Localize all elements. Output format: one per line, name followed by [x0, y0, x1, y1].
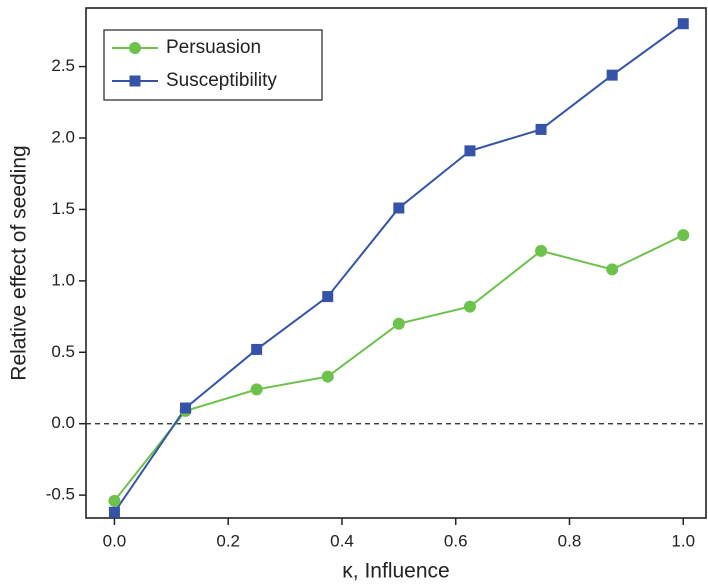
y-tick-label: 1.0 — [51, 270, 75, 289]
y-tick-label: 2.5 — [51, 56, 75, 75]
data-point — [677, 229, 690, 242]
y-tick-label: 1.5 — [51, 199, 75, 218]
data-point — [108, 506, 120, 518]
y-tick-label: -0.5 — [46, 485, 75, 504]
data-point — [108, 494, 121, 507]
legend-label: Persuasion — [166, 37, 261, 58]
y-tick-label: 2.0 — [51, 127, 75, 146]
y-axis-title: Relative effect of seeding — [8, 145, 31, 380]
x-tick-label: 1.0 — [671, 531, 695, 550]
data-point — [677, 18, 689, 30]
data-point — [535, 123, 547, 135]
data-point — [392, 317, 405, 330]
data-point — [606, 69, 618, 81]
x-tick-label: 0.4 — [330, 531, 354, 550]
x-tick-label: 0.2 — [216, 531, 240, 550]
data-point — [463, 300, 476, 313]
legend-box — [103, 29, 323, 101]
data-point — [464, 145, 476, 157]
data-point — [250, 383, 263, 396]
series-line — [113, 234, 684, 502]
data-point — [535, 244, 548, 257]
x-tick-label: 0.0 — [103, 531, 127, 550]
data-point — [321, 370, 334, 383]
legend-marker — [129, 75, 141, 87]
x-tick-label: 0.6 — [444, 531, 468, 550]
x-axis-title: κ, Influence — [342, 560, 449, 583]
data-point — [393, 202, 405, 214]
x-tick-label: 0.8 — [558, 531, 582, 550]
data-point — [322, 291, 334, 303]
y-tick-label: 0.5 — [51, 342, 75, 361]
plot-frame — [85, 7, 707, 519]
legend-marker — [129, 42, 141, 54]
data-point — [180, 402, 192, 414]
legend-label: Susceptibility — [166, 70, 277, 91]
y-tick-label: 0.0 — [51, 413, 75, 432]
data-point — [606, 263, 619, 276]
data-point — [251, 343, 263, 355]
